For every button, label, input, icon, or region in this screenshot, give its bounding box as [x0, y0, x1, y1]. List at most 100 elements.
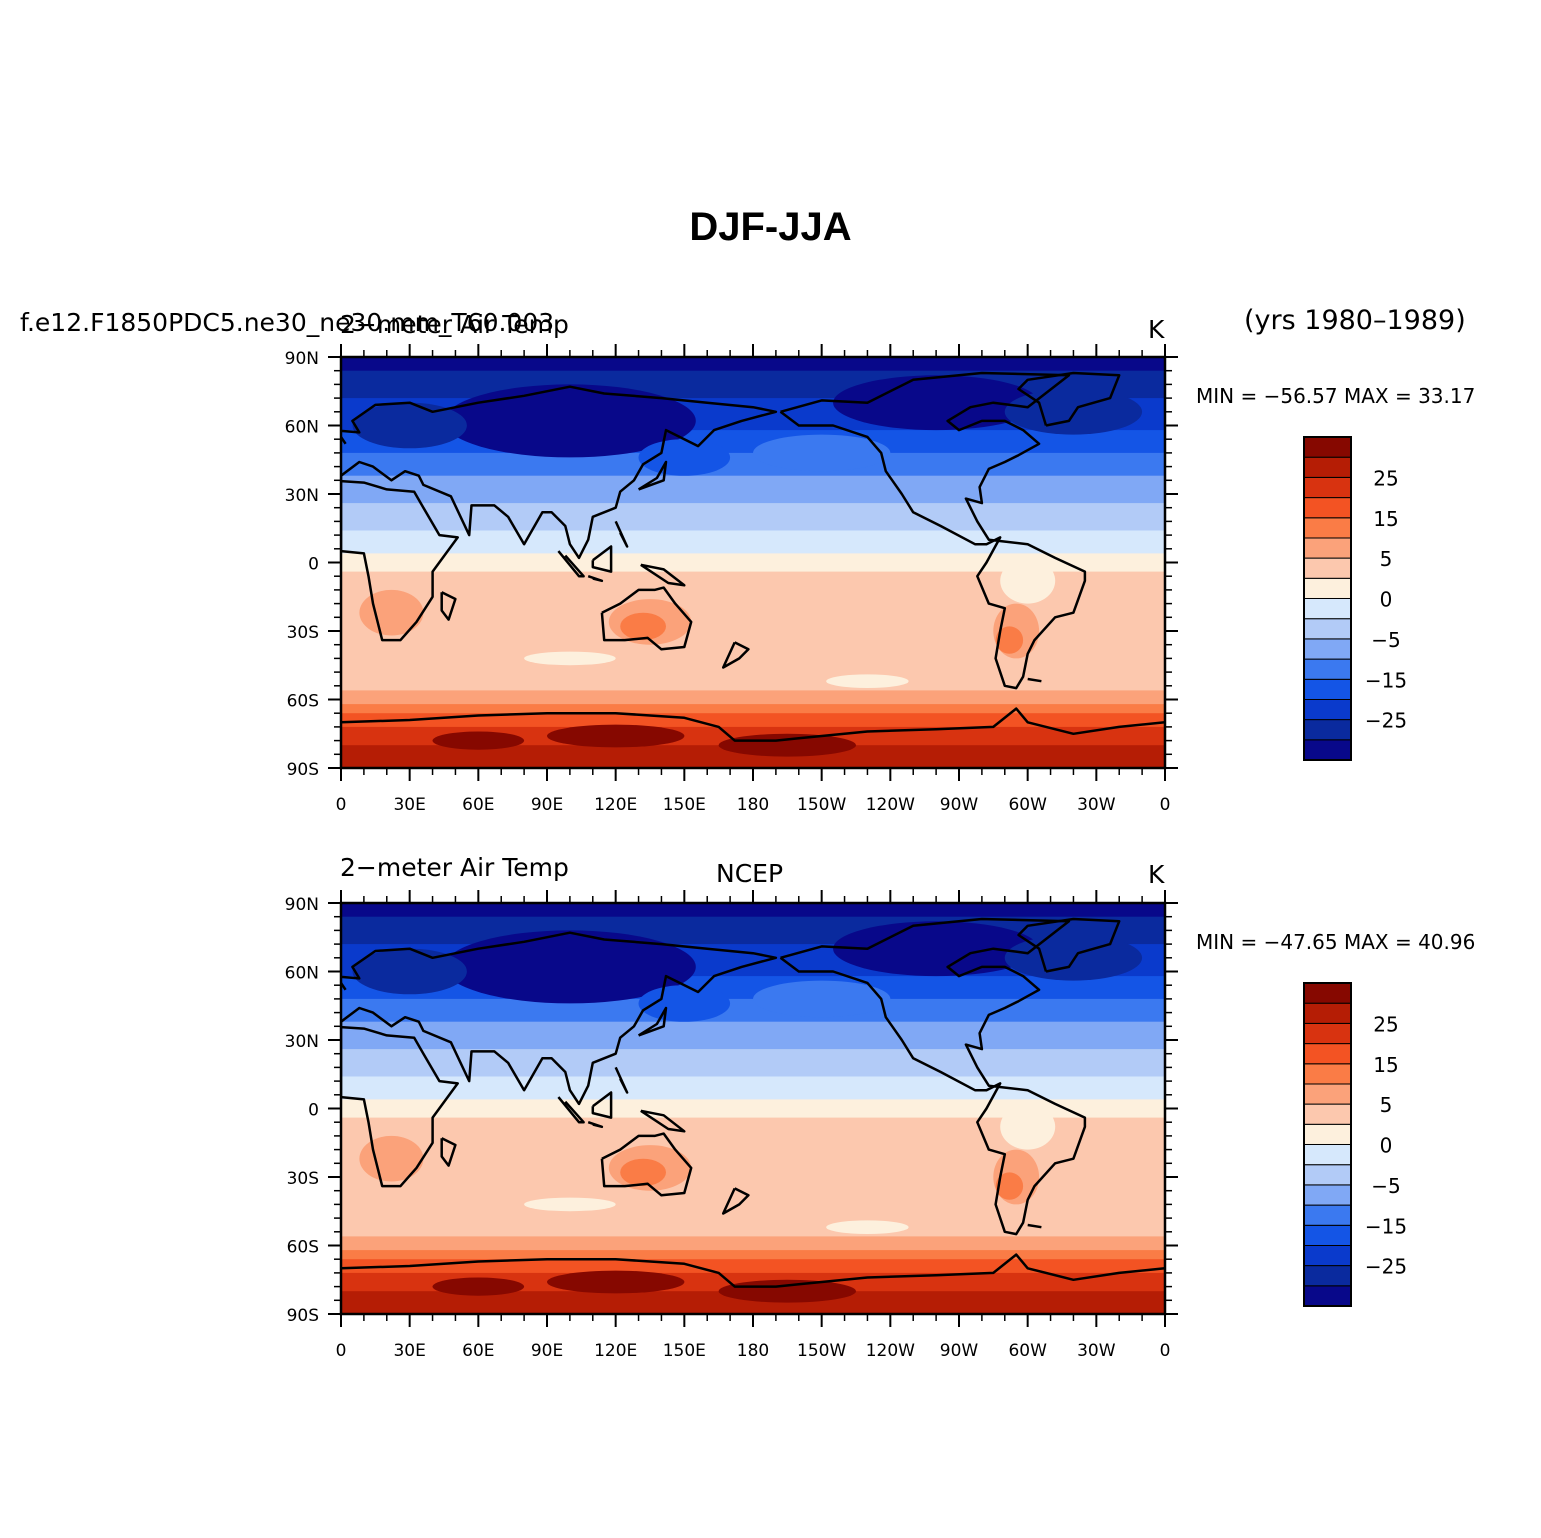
- lon-label: 30W: [1077, 795, 1116, 815]
- colorbar-swatch: [1303, 456, 1352, 478]
- lon-label: 30E: [393, 795, 425, 815]
- panel1-min-max: MIN = −56.57 MAX = 33.17: [1196, 384, 1476, 408]
- colorbar-swatch: [1303, 476, 1352, 499]
- panel2-coastlines: [341, 917, 1165, 1288]
- field-blob: [718, 733, 856, 757]
- island-coastline: [614, 1066, 629, 1094]
- panel2-contour-field: [341, 903, 1165, 1314]
- field-blob: [352, 948, 467, 995]
- lon-label: 120E: [594, 795, 637, 815]
- colorbar-label: 0: [1380, 1134, 1393, 1158]
- field-band: [341, 998, 1165, 1023]
- colorbar-label: −15: [1365, 1214, 1407, 1238]
- panel1-variable-title: 2−meter Air Temp: [340, 310, 569, 339]
- island-coastline: [587, 1121, 604, 1129]
- coastline: [779, 917, 1087, 1236]
- colorbar-label: 5: [1380, 547, 1393, 571]
- island-coastline: [721, 641, 750, 669]
- island-coastline: [637, 1006, 668, 1037]
- colorbar-swatch: [1303, 1224, 1352, 1246]
- colorbar-swatch: [1303, 698, 1352, 721]
- panel1-case-title: f.e12.F1850PDC5.ne30_ne30.mm_T60.003: [20, 308, 555, 337]
- island-coastline: [591, 545, 613, 573]
- coastline: [341, 385, 778, 642]
- colorbar-frame: [1303, 436, 1352, 761]
- field-blob: [1004, 935, 1143, 981]
- colorbar-swatch: [1303, 537, 1352, 559]
- field-band: [341, 503, 1165, 531]
- lon-label: 150E: [663, 795, 706, 815]
- field-band: [341, 1291, 1165, 1314]
- field-blob: [1004, 389, 1143, 435]
- island-coastline: [341, 434, 347, 445]
- panel2-variable-title: 2−meter Air Temp: [340, 853, 569, 882]
- colorbar-label: 0: [1380, 588, 1393, 612]
- field-blob: [995, 626, 1024, 654]
- field-band: [341, 1236, 1165, 1251]
- field-blob: [620, 612, 666, 641]
- lat-label: 90S: [287, 760, 319, 780]
- colorbar-label: −5: [1371, 628, 1400, 652]
- lon-label: 90W: [940, 1341, 979, 1361]
- field-blob: [826, 674, 909, 688]
- lon-label: 60E: [462, 1341, 494, 1361]
- lon-label: 0: [1160, 1341, 1171, 1361]
- field-blob: [995, 1172, 1024, 1200]
- colorbar-swatch: [1303, 658, 1352, 680]
- island-coastline: [440, 591, 457, 621]
- island-coastline: [640, 1109, 686, 1133]
- island-coastline: [614, 520, 629, 548]
- panel2-min-max: MIN = −47.65 MAX = 40.96: [1196, 930, 1476, 954]
- coastline: [600, 586, 693, 651]
- island-coastline: [637, 460, 668, 491]
- field-blob: [444, 384, 696, 458]
- field-band: [341, 690, 1165, 705]
- field-blob: [547, 724, 685, 748]
- colorbar-swatch: [1303, 497, 1352, 519]
- field-blob: [833, 921, 1040, 977]
- lon-label: 90E: [531, 795, 563, 815]
- coastline: [341, 707, 1165, 742]
- panel1-contour-field: [341, 357, 1165, 768]
- field-band: [341, 1259, 1165, 1274]
- coastline: [341, 931, 778, 1188]
- lon-label: 90W: [940, 795, 979, 815]
- island-coastline: [1027, 1223, 1042, 1229]
- island-coastline: [557, 550, 585, 578]
- field-blob: [718, 1279, 856, 1303]
- lon-label: 30W: [1077, 1341, 1116, 1361]
- colorbar-swatch: [1303, 436, 1352, 458]
- colorbar-label: −5: [1371, 1174, 1400, 1198]
- island-coastline: [640, 563, 686, 587]
- coastline: [341, 1253, 1165, 1288]
- colorbar-label: 5: [1380, 1093, 1393, 1117]
- panel2-colorbar: 25 15 5 0 −5 −15 −25: [1303, 982, 1407, 1307]
- lon-label: 180: [737, 795, 769, 815]
- lon-label: 0: [336, 1341, 347, 1361]
- field-band: [341, 704, 1165, 714]
- lat-label: 30S: [287, 1169, 319, 1189]
- coastline: [600, 1132, 693, 1197]
- colorbar-label: −15: [1365, 668, 1407, 692]
- colorbar-swatch: [1303, 678, 1352, 700]
- field-blob: [524, 651, 616, 666]
- field-band: [341, 1049, 1165, 1077]
- field-band: [341, 357, 1165, 372]
- field-band: [341, 1099, 1165, 1119]
- panel1-coastlines: [341, 371, 1165, 742]
- colorbar-label: −25: [1365, 1255, 1407, 1279]
- colorbar-swatch: [1303, 739, 1352, 761]
- lon-label: 120W: [866, 1341, 915, 1361]
- coastline: [1017, 917, 1121, 973]
- island-coastline: [440, 1137, 457, 1167]
- lon-label: 60E: [462, 795, 494, 815]
- colorbar-swatch: [1303, 719, 1352, 741]
- field-band: [341, 903, 1165, 918]
- field-blob: [352, 402, 467, 449]
- colorbar-swatch: [1303, 557, 1352, 579]
- colorbar-label: 25: [1373, 1012, 1398, 1036]
- island-coastline: [591, 1091, 613, 1119]
- lat-label: 60N: [285, 418, 319, 438]
- colorbar-swatch: [1303, 577, 1352, 599]
- field-band: [341, 553, 1165, 573]
